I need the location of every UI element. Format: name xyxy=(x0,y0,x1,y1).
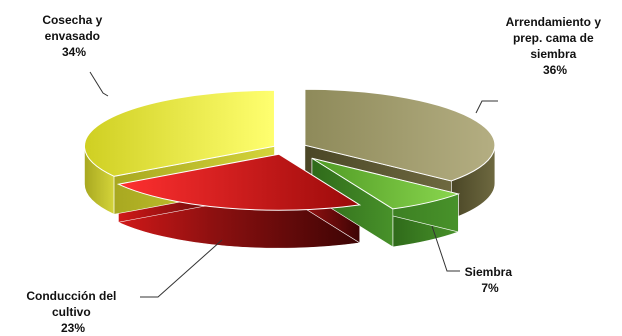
slice-label-arrendamiento: Arrendamiento y prep. cama de siembra 36… xyxy=(506,15,605,77)
leader-line-siembra xyxy=(431,225,460,272)
slice-siembra xyxy=(311,157,461,210)
leader-line-conduccion xyxy=(140,239,223,298)
leader-line-arrendamiento xyxy=(475,100,498,114)
leader-line-cosecha xyxy=(89,71,109,97)
slice-label-conduccion: Conducción del cultivo 23% xyxy=(26,289,119,335)
slice-cosecha xyxy=(84,89,275,177)
slice-conduccion xyxy=(116,153,362,211)
slice-arrendamiento xyxy=(304,88,496,182)
slice-label-cosecha: Cosecha y envasado 34% xyxy=(42,13,105,59)
slice-label-siembra: Siembra 7% xyxy=(465,265,516,295)
